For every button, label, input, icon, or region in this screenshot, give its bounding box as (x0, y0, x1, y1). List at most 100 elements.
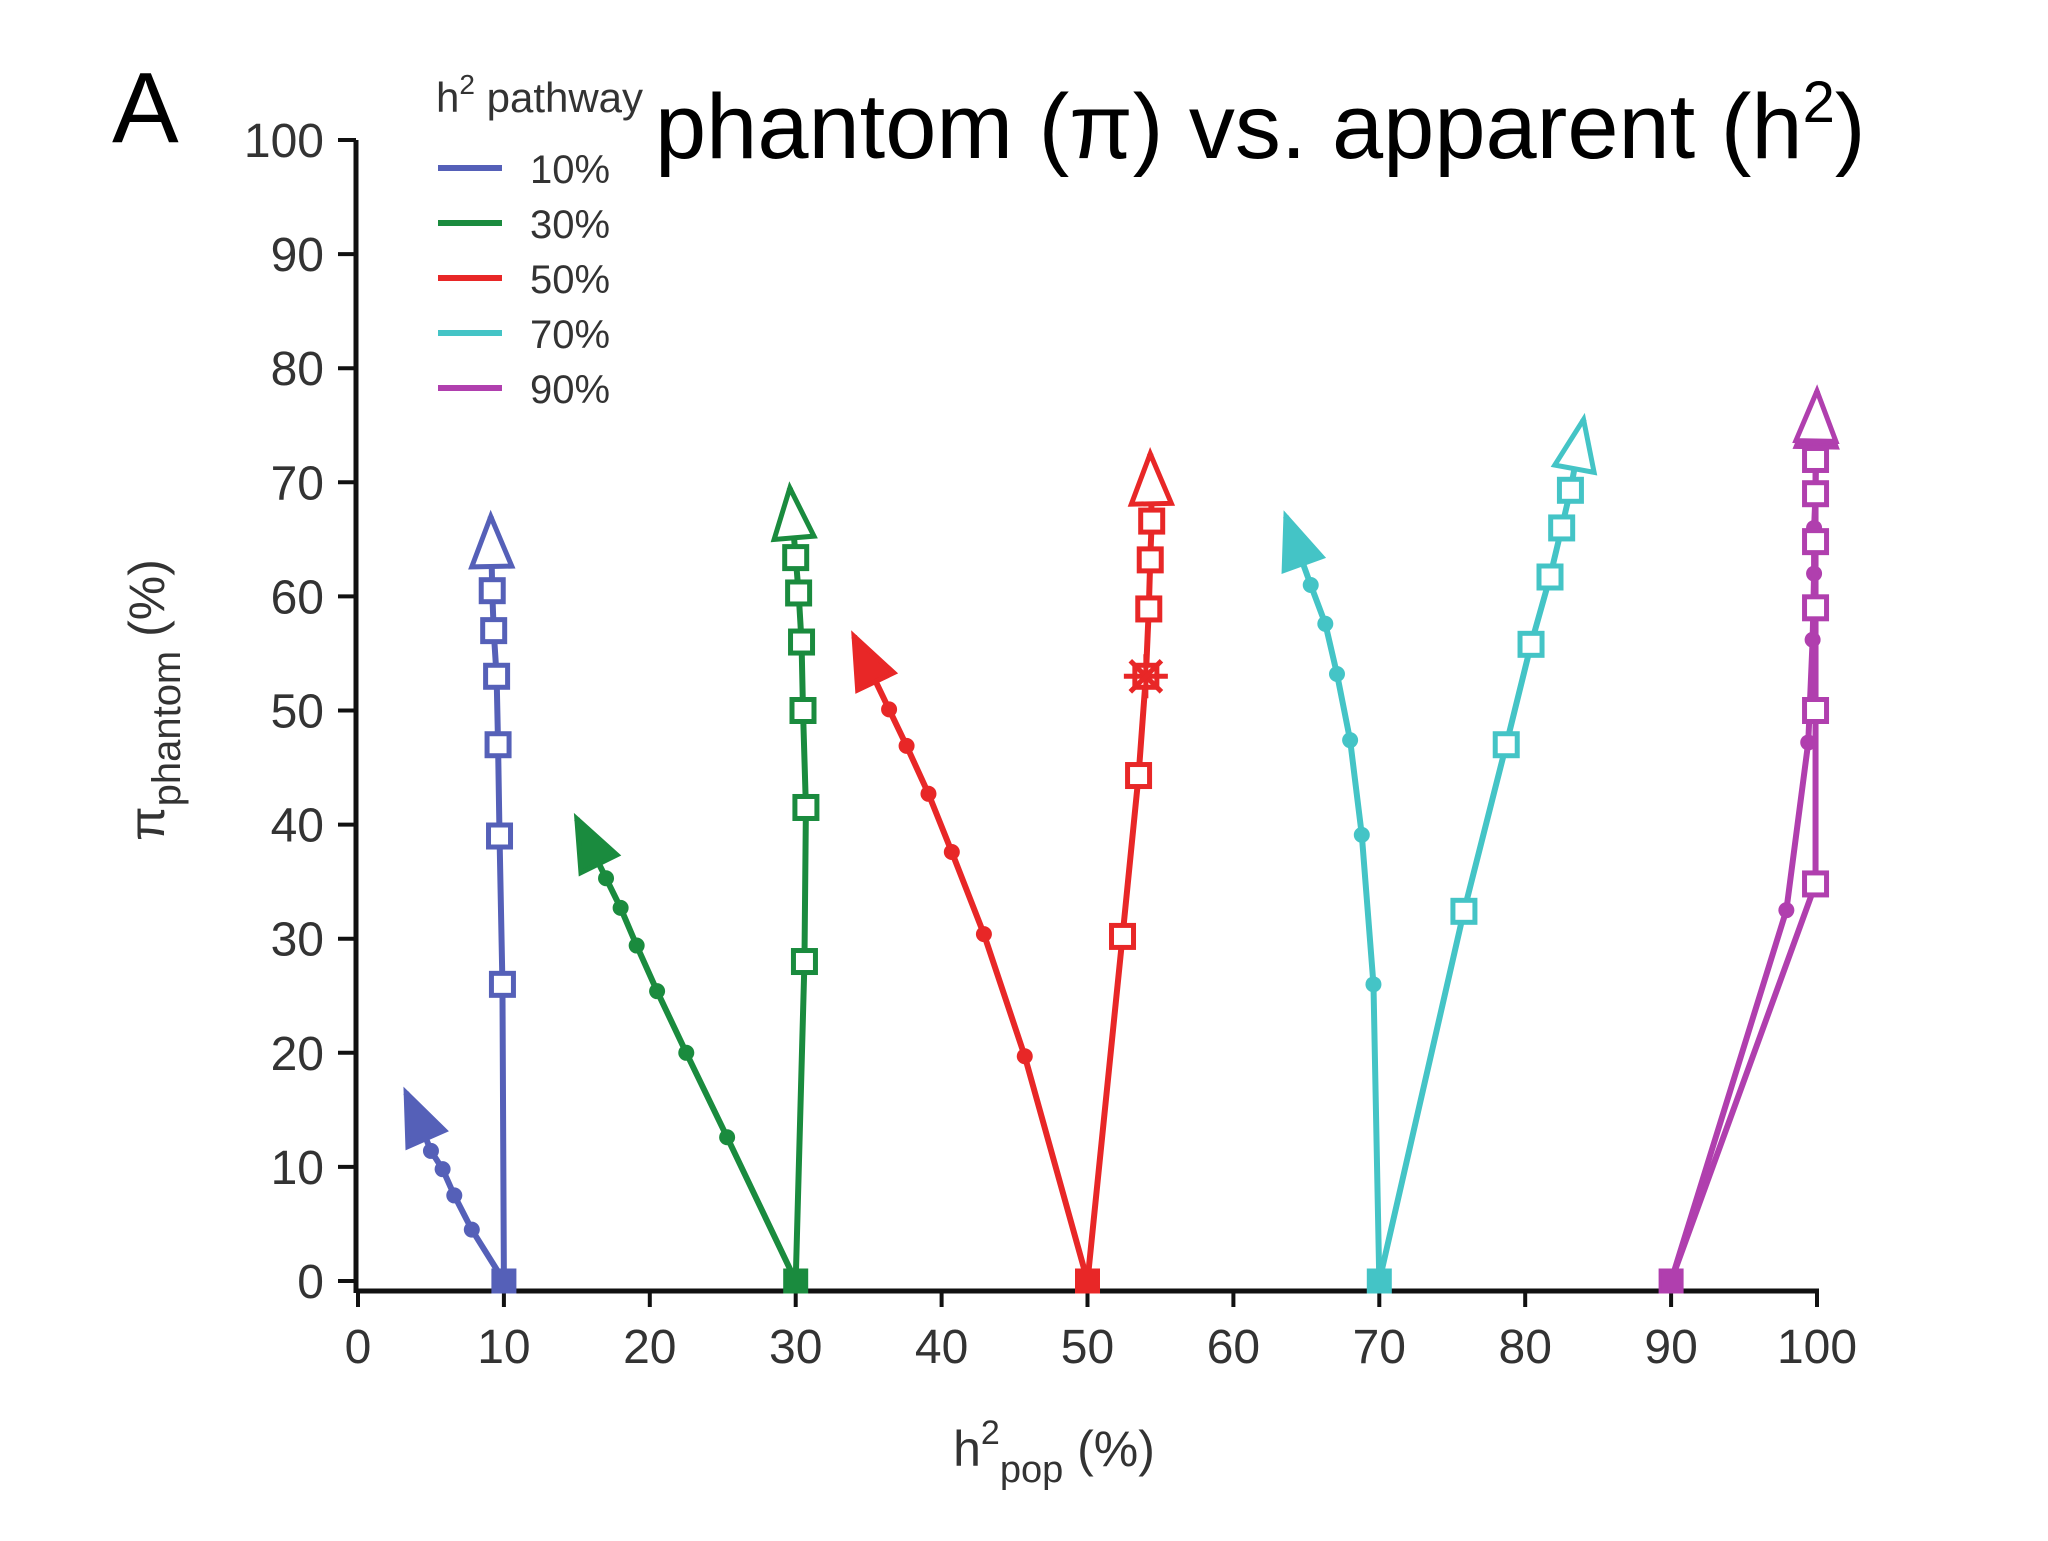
series-30-left-point-6 (598, 870, 615, 887)
series-30-left-arrow (573, 812, 622, 877)
series-90-origin (1658, 1268, 1684, 1294)
x-axis-label-sub: pop (1000, 1449, 1063, 1491)
x-tick-label-0: 0 (345, 1321, 372, 1374)
series-70-right-point-6 (1556, 476, 1584, 504)
series-50-origin (1075, 1268, 1100, 1294)
series-90-right-point-5 (1802, 480, 1830, 508)
x-axis-label-base: h (953, 1421, 981, 1477)
y-axis-label-unit: (%) (119, 559, 175, 651)
x-tick-label-40: 40 (915, 1321, 968, 1374)
series-10-left-arrow (403, 1086, 449, 1151)
series-30 (573, 481, 820, 1294)
y-tick-label-20: 20 (271, 1028, 324, 1081)
series-10-right-point-4 (483, 662, 511, 690)
x-tick-label-80: 80 (1499, 1321, 1552, 1374)
series-50-left-point-2 (975, 926, 992, 943)
series-50-right-point-6 (1138, 507, 1166, 535)
legend-title: h2 pathway (436, 69, 643, 121)
x-axis-label-unit: (%) (1063, 1421, 1155, 1477)
series-90-right-point-4 (1802, 528, 1830, 556)
y-axis-ticks: 0 10 20 30 40 50 60 70 80 90 100 (244, 115, 356, 1309)
y-tick-label-50: 50 (271, 686, 324, 739)
legend-label-90: 90% (530, 368, 610, 412)
series-70-right-point-2 (1492, 731, 1520, 759)
series-50-left-point-1 (1016, 1048, 1033, 1065)
y-axis-label-sub: phantom (145, 651, 189, 807)
series-30-right-point-4 (788, 628, 816, 656)
series-70-right-line (1376, 418, 1587, 1282)
series-50-left-point-3 (943, 843, 960, 860)
series-50-left-point-6 (881, 701, 898, 718)
series-10-left-point-1 (463, 1221, 480, 1238)
series-50-right-point-2 (1125, 762, 1153, 790)
series-50-right-arrow (1127, 447, 1176, 507)
legend-title-rest: pathway (475, 74, 643, 121)
series-30-right-point-3 (789, 697, 817, 724)
series-layer (403, 384, 1840, 1294)
panel-letter: A (112, 52, 179, 164)
series-50 (851, 447, 1176, 1294)
series-70-left-point-4 (1328, 665, 1345, 682)
series-90-left-point-1 (1778, 902, 1795, 919)
series-70-origin (1366, 1268, 1392, 1294)
series-70-right-point-1 (1450, 897, 1478, 925)
x-tick-label-60: 60 (1207, 1321, 1260, 1374)
x-tick-label-20: 20 (623, 1321, 676, 1374)
series-30-origin (783, 1268, 809, 1294)
series-50-right-point-1 (1109, 922, 1137, 950)
series-30-left-point-3 (649, 983, 666, 1000)
series-10-right-point-5 (480, 617, 508, 645)
series-70-left-arrow (1281, 510, 1327, 574)
series-70-right-point-5 (1548, 514, 1576, 542)
series-30-right-point-5 (785, 579, 813, 607)
series-10-right-arrow (468, 509, 516, 570)
series-30-right-line (786, 487, 809, 1282)
series-90-right-point-1 (1802, 870, 1830, 898)
series-30-right-arrow (770, 481, 818, 543)
series-70-left-point-2 (1353, 826, 1370, 843)
series-10-left-point-2 (446, 1187, 463, 1204)
series-70-left-point-1 (1365, 976, 1382, 993)
series-70-left-point-3 (1342, 732, 1359, 749)
legend-label-10: 10% (530, 148, 610, 192)
series-70-right-point-3 (1517, 630, 1545, 658)
legend-entry-10: 10% (438, 148, 610, 192)
series-90-left-line (1668, 396, 1820, 1282)
y-tick-label-10: 10 (271, 1142, 324, 1195)
x-axis-label: h2pop (%) (953, 1414, 1155, 1491)
series-90-right-arrow (1792, 384, 1840, 445)
series-10 (403, 509, 517, 1294)
x-tick-label-90: 90 (1644, 1321, 1697, 1374)
legend: h2 pathway 10% 30% 50% 70% 90% (436, 69, 643, 412)
x-tick-label-70: 70 (1353, 1321, 1406, 1374)
series-30-right-point-2 (792, 793, 820, 821)
asterisk-stroke-3 (1128, 658, 1164, 694)
series-30-left-point-5 (612, 899, 629, 916)
y-axis-label-base: π (119, 806, 175, 841)
series-30-left-point-4 (628, 937, 645, 954)
series-90-right-point-6 (1802, 445, 1830, 473)
legend-entry-70: 70% (438, 313, 610, 357)
series-70-left-line (1283, 515, 1383, 1282)
x-tick-label-50: 50 (1061, 1321, 1114, 1374)
annotation-asterisk-0 (1123, 654, 1168, 699)
legend-label-30: 30% (530, 203, 610, 247)
series-50-right-line (1084, 453, 1155, 1282)
legend-title-base: h (436, 74, 459, 121)
series-30-right-point-6 (782, 544, 810, 572)
y-tick-label-80: 80 (271, 343, 324, 396)
series-70-right-point-4 (1536, 563, 1564, 591)
y-tick-label-60: 60 (271, 571, 324, 624)
series-70-right-arrow (1550, 412, 1598, 476)
series-10-right-point-6 (478, 577, 506, 605)
series-10-right-point-2 (486, 822, 514, 850)
series-50-left-arrow (851, 630, 899, 694)
series-30-left-point-1 (719, 1129, 736, 1146)
series-50-left-line (851, 635, 1091, 1282)
legend-entry-90: 90% (438, 368, 610, 412)
series-90-right-point-2 (1802, 697, 1830, 724)
x-tick-label-30: 30 (769, 1321, 822, 1374)
series-70-left-point-5 (1317, 615, 1334, 632)
series-10-right-point-1 (488, 970, 516, 998)
